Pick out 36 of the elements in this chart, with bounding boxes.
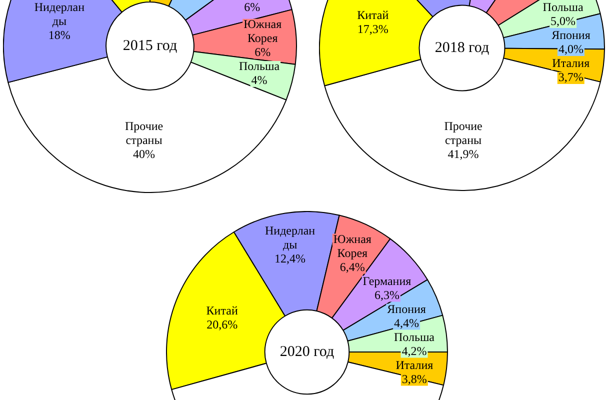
slice-label: Италия: [396, 358, 434, 372]
data-label: 6%: [254, 45, 271, 60]
data-label: 3,8%: [402, 372, 427, 386]
slice-label: Прочие страны: [124, 119, 164, 148]
slice-label: Польша: [542, 0, 584, 14]
data-label: 5,0%: [550, 14, 576, 28]
slice-label: Южная Корея: [333, 232, 372, 260]
data-label: 3,7%: [558, 70, 584, 84]
data-label: 4,4%: [394, 316, 420, 330]
data-label: 20,6%: [206, 318, 238, 332]
data-label: 12,4%: [274, 251, 306, 266]
data-label: 4,0%: [558, 42, 584, 56]
text: 2018 год: [434, 40, 490, 56]
data-label: 17,3%: [357, 22, 388, 36]
slice-label: Италия: [552, 56, 590, 70]
data-label: 41,9%: [448, 146, 479, 161]
text: 2015 год: [122, 38, 178, 54]
data-label: 18%: [48, 28, 70, 42]
data-label: 6%: [244, 0, 260, 14]
slice-label: Польша: [394, 330, 436, 344]
data-label: 4%: [251, 73, 268, 88]
slice-label: Китай: [357, 8, 390, 22]
data-label: 40%: [133, 147, 156, 162]
data-label: 6,4%: [340, 260, 365, 274]
slice-label: Прочие страны: [444, 118, 482, 147]
data-label: 4,2%: [402, 344, 427, 358]
data-label: 6,3%: [374, 288, 400, 302]
slice-label: Нидерланды: [34, 0, 86, 28]
text: 2020 год: [280, 344, 334, 360]
slice-label: Нидерланды: [264, 223, 316, 252]
slice-label: Япония: [552, 28, 591, 42]
slice-label: Южная Корея: [244, 17, 282, 46]
slice-label: Германия: [362, 274, 412, 288]
slice-label: Китай: [206, 304, 238, 318]
slice-label: Польша: [238, 59, 280, 74]
slice-label: Япония: [387, 302, 426, 316]
